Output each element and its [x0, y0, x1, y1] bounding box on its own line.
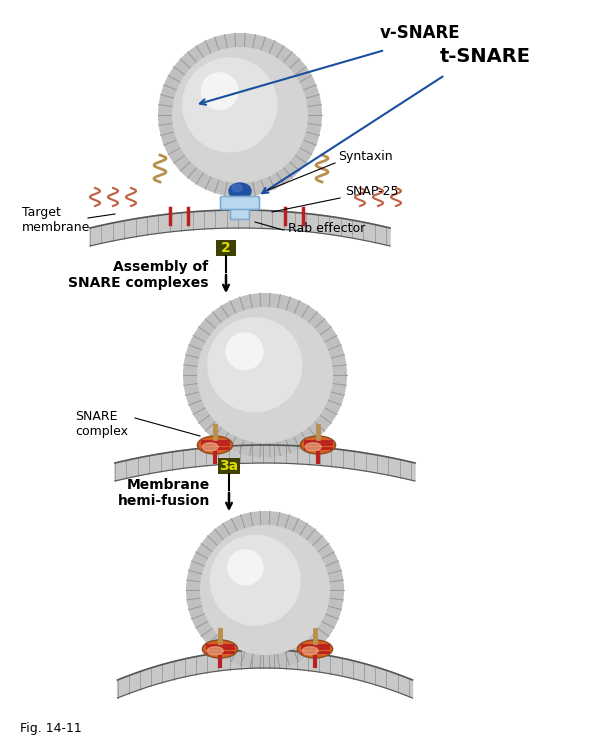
Ellipse shape: [305, 443, 321, 451]
Circle shape: [201, 72, 239, 111]
Text: t-SNARE: t-SNARE: [440, 47, 531, 66]
Ellipse shape: [302, 437, 334, 453]
Text: Rab effector: Rab effector: [288, 222, 365, 235]
Ellipse shape: [232, 184, 242, 192]
Ellipse shape: [202, 443, 218, 451]
Circle shape: [182, 57, 278, 152]
Ellipse shape: [298, 640, 332, 658]
Ellipse shape: [299, 641, 331, 657]
Ellipse shape: [229, 183, 251, 199]
Ellipse shape: [300, 436, 336, 454]
Polygon shape: [115, 445, 415, 481]
Ellipse shape: [203, 640, 238, 658]
Circle shape: [197, 307, 333, 443]
Ellipse shape: [302, 647, 318, 655]
Text: SNAP-25: SNAP-25: [345, 185, 398, 198]
Ellipse shape: [199, 437, 231, 453]
Polygon shape: [118, 650, 412, 698]
Circle shape: [200, 525, 330, 655]
Circle shape: [183, 293, 347, 457]
Text: Fig. 14-11: Fig. 14-11: [20, 722, 82, 735]
Circle shape: [226, 332, 264, 370]
FancyBboxPatch shape: [231, 194, 249, 220]
Ellipse shape: [207, 647, 223, 655]
Circle shape: [207, 317, 303, 413]
FancyBboxPatch shape: [216, 240, 236, 256]
Text: SNARE
complex: SNARE complex: [75, 410, 128, 438]
Text: Target
membrane: Target membrane: [22, 206, 90, 234]
Ellipse shape: [198, 436, 232, 454]
Text: Membrane
hemi-fusion: Membrane hemi-fusion: [118, 478, 210, 508]
Text: v-SNARE: v-SNARE: [380, 24, 461, 42]
Circle shape: [228, 549, 264, 585]
Text: Assembly of
SNARE complexes: Assembly of SNARE complexes: [68, 260, 208, 290]
Circle shape: [186, 511, 344, 669]
Circle shape: [158, 33, 322, 197]
FancyBboxPatch shape: [220, 197, 259, 209]
Text: 3a: 3a: [220, 459, 239, 473]
Circle shape: [172, 47, 308, 183]
FancyBboxPatch shape: [218, 458, 240, 474]
Text: 2: 2: [221, 241, 231, 255]
Polygon shape: [90, 210, 390, 246]
Text: Syntaxin: Syntaxin: [338, 150, 393, 163]
Circle shape: [210, 535, 301, 626]
Ellipse shape: [204, 641, 236, 657]
